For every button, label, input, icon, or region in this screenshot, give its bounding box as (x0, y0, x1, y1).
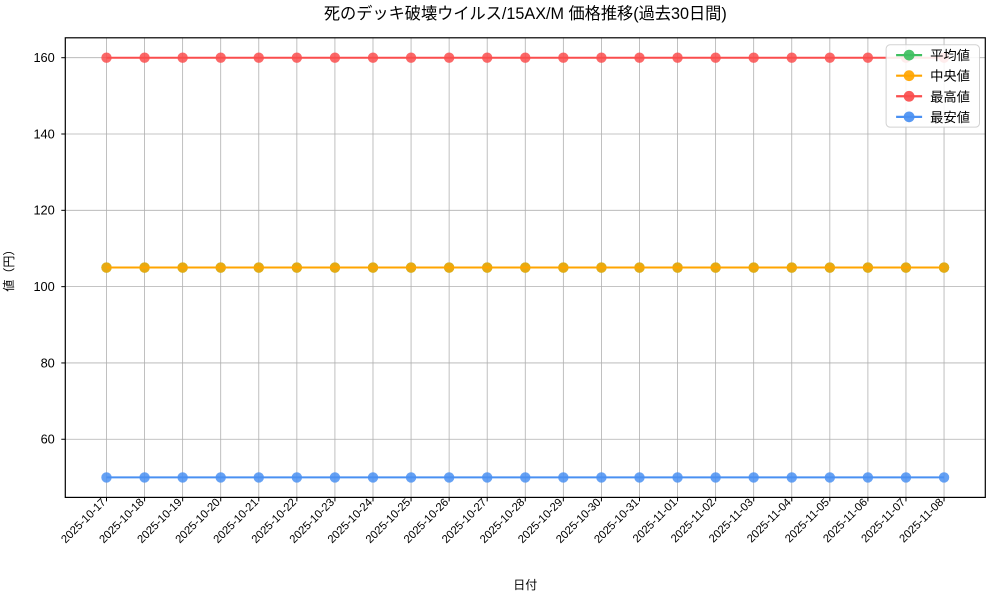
svg-text:80: 80 (41, 355, 55, 370)
svg-text:160: 160 (33, 50, 54, 65)
svg-text:中央値: 中央値 (930, 69, 970, 84)
svg-text:140: 140 (33, 126, 54, 141)
svg-text:死のデッキ破壊ウイルス/15AX/M 価格推移(過去30日間: 死のデッキ破壊ウイルス/15AX/M 価格推移(過去30日間) (324, 4, 727, 23)
svg-text:60: 60 (41, 432, 55, 447)
svg-text:平均値: 平均値 (930, 48, 970, 63)
svg-text:100: 100 (33, 279, 54, 294)
svg-text:最高値: 最高値 (930, 88, 970, 104)
svg-text:120: 120 (33, 203, 54, 218)
svg-text:最安値: 最安値 (930, 110, 970, 125)
svg-text:値（円）: 値（円） (1, 244, 16, 292)
svg-text:日付: 日付 (513, 578, 537, 592)
